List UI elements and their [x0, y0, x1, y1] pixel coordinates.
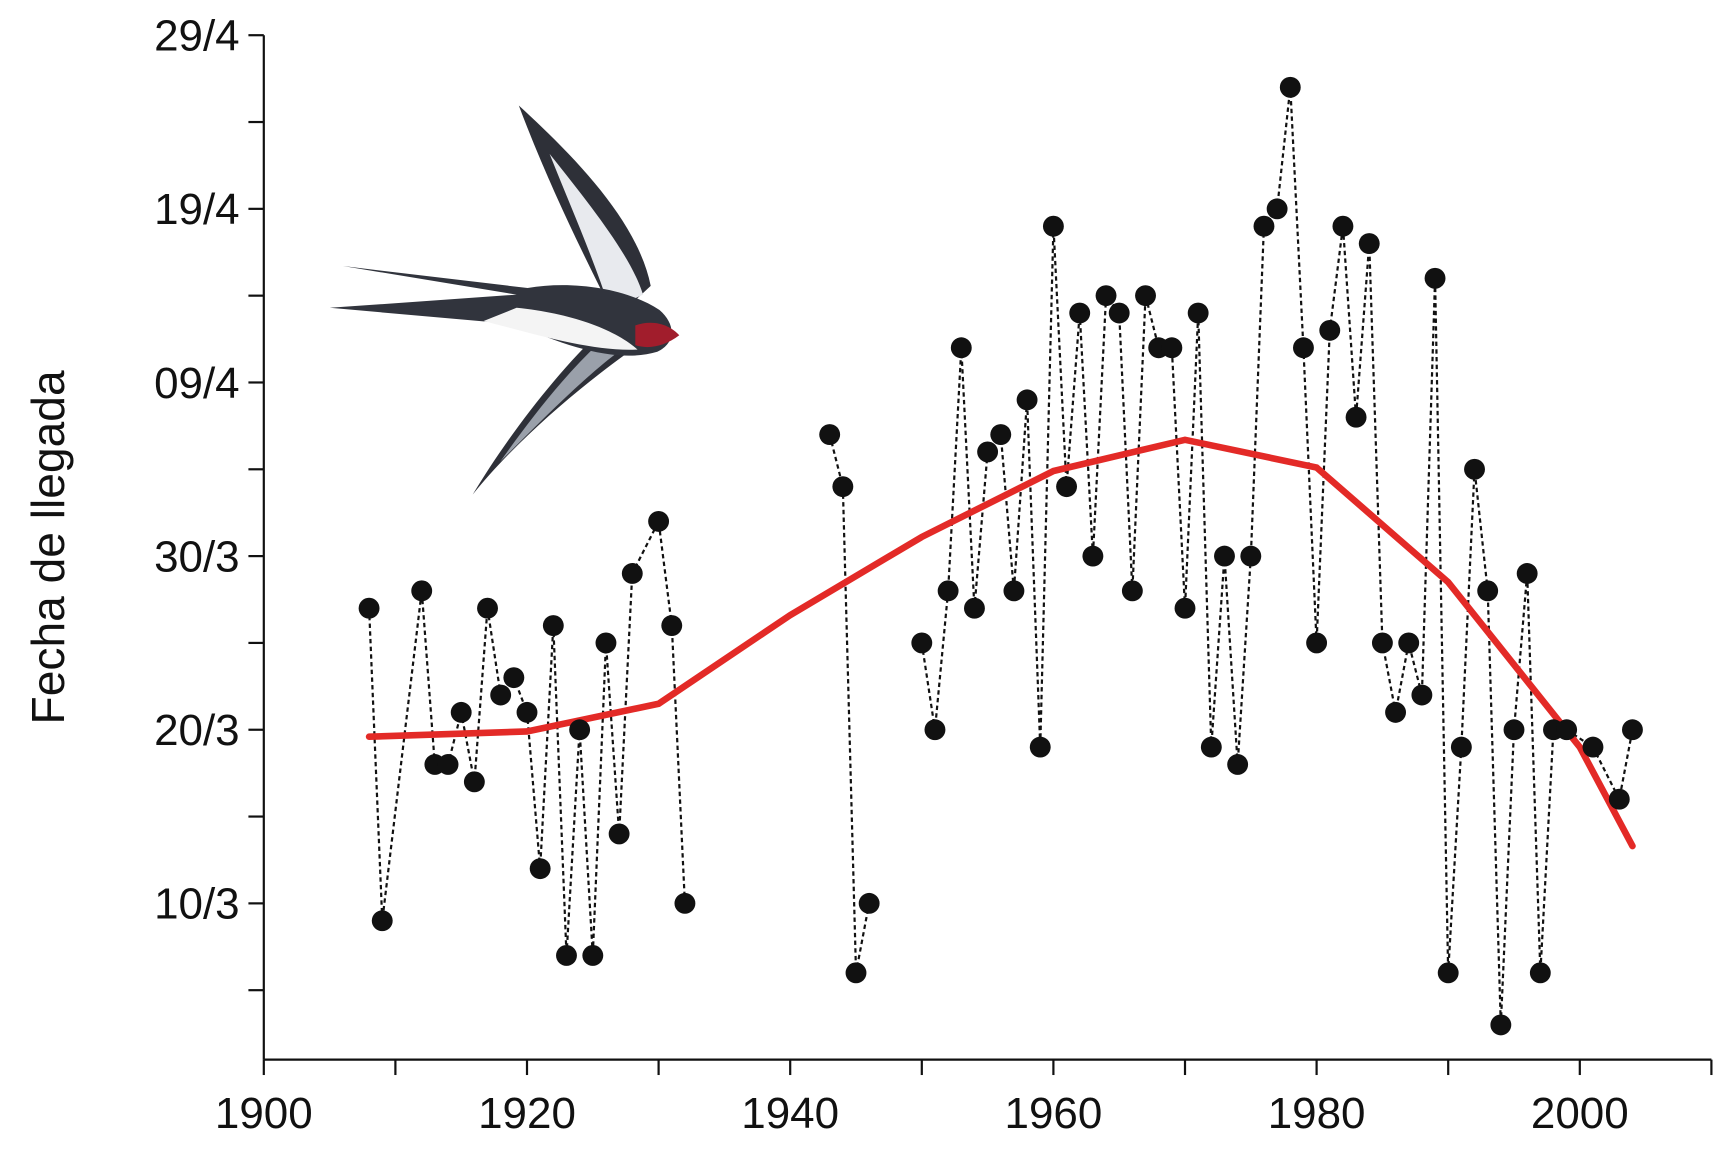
data-point: [1003, 580, 1025, 602]
y-tick-label: 19/4: [154, 185, 240, 234]
data-point: [503, 667, 525, 689]
data-point: [1516, 563, 1538, 584]
data-point: [1411, 684, 1433, 706]
y-tick-label: 20/3: [154, 706, 240, 755]
x-tick-label: 1940: [741, 1089, 839, 1138]
data-point: [674, 892, 696, 914]
data-point: [819, 424, 841, 446]
y-tick-label: 10/3: [154, 880, 240, 929]
data-point: [1253, 215, 1275, 237]
x-tick-label: 2000: [1531, 1089, 1629, 1138]
data-point: [1161, 337, 1183, 359]
data-point: [411, 580, 433, 602]
data-point: [1187, 302, 1209, 324]
data-point: [1358, 233, 1380, 255]
data-point: [608, 823, 630, 845]
data-point: [556, 945, 577, 966]
data-point: [1095, 285, 1117, 307]
data-point: [542, 615, 564, 637]
x-tick-label: 1980: [1268, 1089, 1366, 1138]
data-point: [477, 597, 498, 619]
y-tick-label: 29/4: [154, 12, 240, 61]
data-point: [1056, 476, 1078, 498]
x-tick-label: 1920: [478, 1089, 576, 1138]
data-point: [1174, 597, 1196, 619]
data-point: [1385, 701, 1407, 723]
data-point: [1608, 788, 1630, 810]
data-point: [450, 701, 472, 723]
data-point: [1082, 545, 1104, 567]
data-point: [1279, 76, 1301, 98]
data-point: [648, 510, 670, 532]
data-point: [1227, 754, 1249, 775]
data-point: [1266, 198, 1288, 220]
y-tick-label: 30/3: [154, 532, 240, 581]
data-point: [1108, 302, 1130, 324]
data-point: [1200, 736, 1222, 758]
data-point: [1582, 736, 1604, 758]
data-point: [1029, 736, 1051, 758]
data-point: [1398, 632, 1420, 654]
x-tick-label: 1960: [1005, 1089, 1103, 1138]
data-point: [371, 910, 393, 932]
data-point: [990, 424, 1012, 446]
data-point: [1240, 545, 1262, 567]
data-point: [1437, 962, 1459, 984]
x-tick-label: 1900: [215, 1089, 313, 1138]
data-point: [529, 858, 551, 880]
data-point: [964, 597, 985, 619]
data-point: [845, 962, 867, 984]
data-point: [463, 771, 485, 793]
y-axis-title: Fecha de llegada: [22, 370, 74, 724]
data-point: [911, 632, 933, 654]
data-point: [1121, 580, 1143, 602]
data-point: [1293, 337, 1314, 359]
data-point: [595, 632, 617, 654]
data-point: [1319, 319, 1341, 341]
data-point: [950, 337, 972, 359]
data-point: [1490, 1014, 1512, 1036]
trend-line: [365, 436, 1636, 850]
data-point: [661, 615, 683, 637]
data-point: [1135, 285, 1156, 307]
data-point: [582, 945, 604, 966]
data-point: [569, 719, 591, 741]
data-point: [1529, 962, 1551, 984]
swallow-illustration: [329, 105, 680, 495]
data-point: [1450, 736, 1472, 758]
data-point: [1069, 302, 1091, 324]
data-point: [858, 892, 880, 914]
data-point: [1622, 719, 1643, 741]
data-point: [1477, 580, 1499, 602]
data-point: [490, 684, 512, 706]
data-point: [832, 476, 854, 498]
data-point: [1042, 215, 1064, 237]
data-point: [1424, 267, 1446, 289]
data-point: [516, 701, 538, 723]
data-point: [937, 580, 959, 602]
data-point: [1306, 632, 1328, 654]
data-point: [1464, 458, 1485, 480]
data-point: [621, 563, 643, 584]
data-point: [1371, 632, 1393, 654]
data-point: [1503, 719, 1525, 741]
data-point: [1345, 406, 1367, 428]
data-point: [358, 597, 380, 619]
data-point: [924, 719, 946, 741]
data-point: [977, 441, 999, 463]
data-point: [437, 754, 459, 775]
y-tick-label: 09/4: [154, 359, 240, 408]
data-point: [1214, 545, 1235, 567]
data-line: [368, 87, 1634, 1025]
data-point: [1016, 389, 1038, 411]
data-point: [1556, 719, 1578, 741]
data-point: [1332, 215, 1354, 237]
